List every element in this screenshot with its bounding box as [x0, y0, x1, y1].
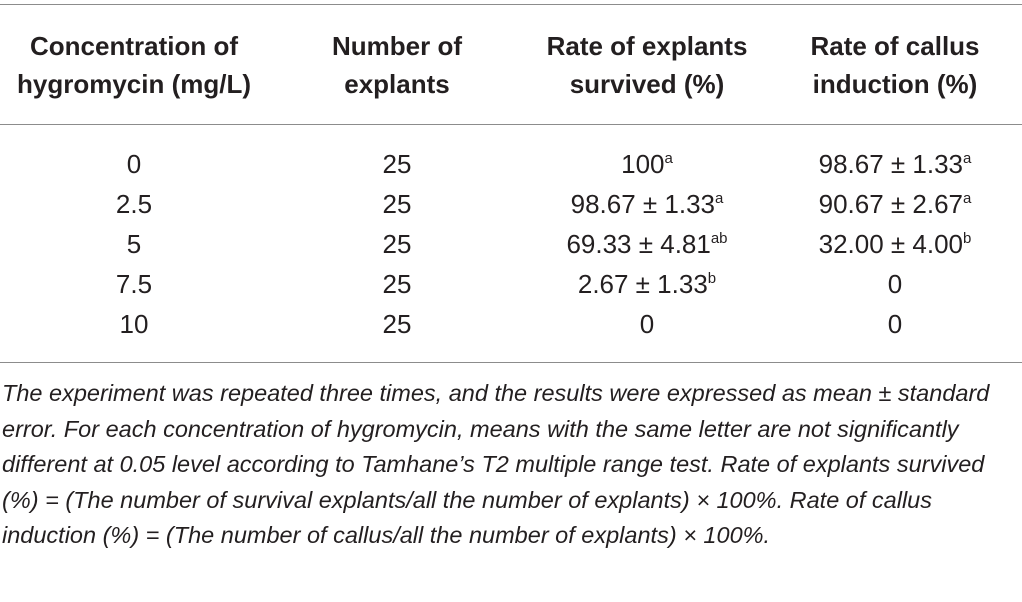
- survival-letter: a: [664, 149, 673, 167]
- survival-letter: ab: [710, 229, 728, 247]
- table-row: 5 25 69.33 ± 4.81ab 32.00 ± 4.00b: [0, 224, 1022, 264]
- cell-concentration: 10: [119, 308, 149, 339]
- survival-letter: a: [715, 189, 724, 207]
- header-concentration-line1: Concentration of: [30, 30, 238, 61]
- header-number-line2: explants: [344, 68, 450, 99]
- table-bottom-rule: [0, 362, 1022, 363]
- survival-value: 98.67 ± 1.33: [570, 188, 716, 219]
- cell-concentration: 5: [126, 228, 142, 259]
- callus-value: 0: [887, 268, 903, 299]
- table-footnote: The experiment was repeated three times,…: [2, 380, 990, 548]
- cell-number: 25: [382, 188, 412, 219]
- header-survival-line1: Rate of explants: [546, 30, 748, 61]
- cell-callus: 32.00 ± 4.00b: [768, 224, 1022, 264]
- cell-number: 25: [382, 228, 412, 259]
- table-top-rule: [0, 4, 1022, 5]
- callus-letter: a: [963, 149, 972, 167]
- cell-survival: 2.67 ± 1.33b: [526, 264, 768, 304]
- cell-callus: 0: [768, 264, 1022, 304]
- header-callus-line2: induction (%): [812, 68, 978, 99]
- cell-concentration: 2.5: [115, 188, 153, 219]
- callus-value: 90.67 ± 2.67: [818, 188, 964, 219]
- callus-letter: a: [963, 189, 972, 207]
- header-concentration-line2: hygromycin (mg/L): [16, 68, 251, 99]
- cell-survival: 98.67 ± 1.33a: [526, 184, 768, 224]
- survival-value: 2.67 ± 1.33: [577, 268, 708, 299]
- cell-survival: 0: [526, 304, 768, 344]
- callus-value: 0: [887, 308, 903, 339]
- cell-concentration: 0: [126, 148, 142, 179]
- table-row: 10 25 0 0: [0, 304, 1022, 344]
- cell-callus: 98.67 ± 1.33a: [768, 124, 1022, 184]
- header-callus-line1: Rate of callus: [810, 30, 980, 61]
- cell-survival: 69.33 ± 4.81ab: [526, 224, 768, 264]
- cell-number: 25: [382, 308, 412, 339]
- header-number: Number of explants: [268, 5, 526, 124]
- cell-number: 25: [382, 268, 412, 299]
- cell-number: 25: [382, 148, 412, 179]
- cell-callus: 90.67 ± 2.67a: [768, 184, 1022, 224]
- header-row: Concentration of hygromycin (mg/L) Numbe…: [0, 5, 1022, 124]
- header-survival-line2: survived (%): [569, 68, 725, 99]
- table-body: 0 25 100a 98.67 ± 1.33a 2.5 25 98.67 ± 1…: [0, 124, 1022, 344]
- callus-letter: b: [963, 229, 972, 247]
- cell-concentration: 7.5: [115, 268, 153, 299]
- table-header: Concentration of hygromycin (mg/L) Numbe…: [0, 5, 1022, 124]
- table-row: 2.5 25 98.67 ± 1.33a 90.67 ± 2.67a: [0, 184, 1022, 224]
- header-callus: Rate of callus induction (%): [768, 5, 1022, 124]
- table-row: 7.5 25 2.67 ± 1.33b 0: [0, 264, 1022, 304]
- header-concentration: Concentration of hygromycin (mg/L): [0, 5, 268, 124]
- callus-value: 98.67 ± 1.33: [818, 148, 964, 179]
- survival-letter: b: [707, 269, 717, 287]
- survival-value: 69.33 ± 4.81: [566, 228, 711, 259]
- callus-value: 32.00 ± 4.00: [818, 228, 964, 259]
- table-row: 0 25 100a 98.67 ± 1.33a: [0, 124, 1022, 184]
- header-number-line1: Number of: [332, 30, 462, 61]
- header-survival: Rate of explants survived (%): [526, 5, 768, 124]
- survival-value: 100: [621, 148, 665, 179]
- results-table: Concentration of hygromycin (mg/L) Numbe…: [0, 5, 1022, 344]
- cell-survival: 100a: [526, 124, 768, 184]
- table-header-rule: [0, 124, 1022, 125]
- survival-value: 0: [639, 308, 655, 339]
- cell-callus: 0: [768, 304, 1022, 344]
